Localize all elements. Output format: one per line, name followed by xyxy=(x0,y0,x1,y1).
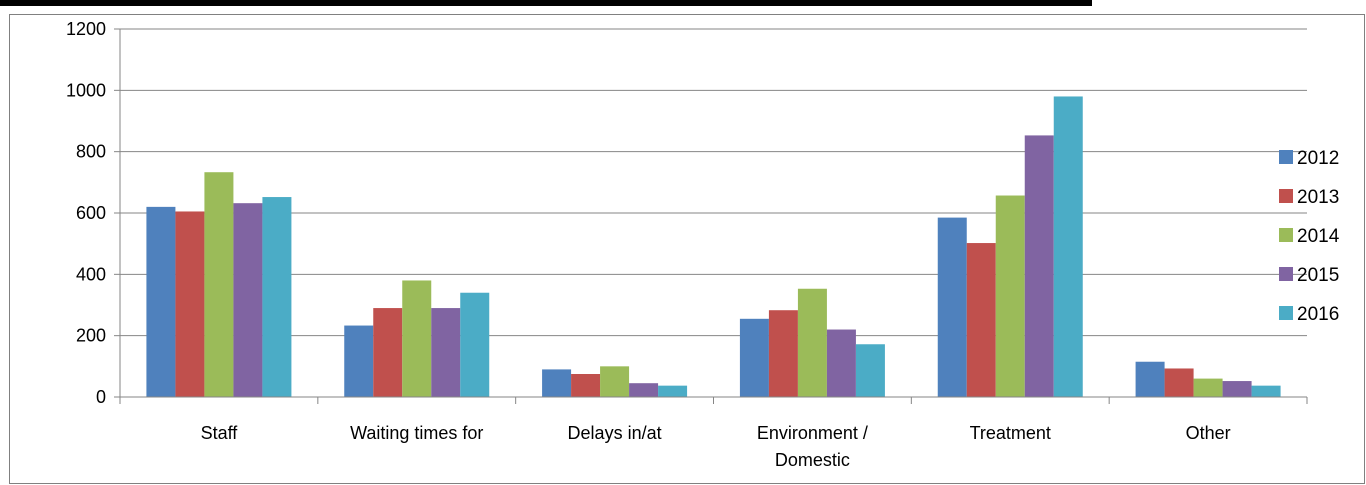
legend-swatch xyxy=(1279,150,1293,164)
bar-2012 xyxy=(937,217,967,397)
bar-2014 xyxy=(797,288,827,397)
bar-2013 xyxy=(175,211,205,397)
y-tick-label: 800 xyxy=(76,142,106,162)
bar-2013 xyxy=(373,308,403,397)
gridlines xyxy=(120,28,1307,337)
bar-2015 xyxy=(826,329,856,397)
bar-2014 xyxy=(995,195,1025,397)
bar-2012 xyxy=(146,206,176,397)
bar-2013 xyxy=(1164,368,1194,397)
x-tick-label: Waiting times for xyxy=(350,423,483,443)
x-tick-label: Other xyxy=(1186,423,1231,443)
bar-2013 xyxy=(571,374,601,397)
bar-2014 xyxy=(1193,378,1223,397)
legend-label: 2016 xyxy=(1297,304,1339,325)
y-tick-labels: 0 200 400 600 800 1000 1200 xyxy=(66,19,106,407)
x-tick-label: Delays in/at xyxy=(568,423,662,443)
top-rule xyxy=(0,0,1092,6)
x-tick-label: Domestic xyxy=(775,450,850,470)
x-tick-label: Environment / xyxy=(757,423,868,443)
chart-frame xyxy=(9,14,1365,484)
bar-2016 xyxy=(855,344,885,397)
bar-2015 xyxy=(233,203,263,397)
bar-2016 xyxy=(658,385,688,397)
legend-label: 2013 xyxy=(1297,187,1339,208)
bar-2016 xyxy=(1053,96,1083,397)
legend-swatch xyxy=(1279,228,1293,242)
bar-2015 xyxy=(629,383,659,397)
legend-swatch xyxy=(1279,267,1293,281)
bar-2016 xyxy=(262,197,292,397)
bar-2014 xyxy=(402,280,432,397)
x-tick-labels: Staff Waiting times for Delays in/at Enviro… xyxy=(201,423,1231,470)
bar-2013 xyxy=(768,310,798,397)
axes xyxy=(114,28,1308,404)
bar-2016 xyxy=(460,292,490,397)
bar-2012 xyxy=(739,318,769,397)
y-tick-label: 200 xyxy=(76,326,106,346)
legend-label: 2015 xyxy=(1297,265,1339,286)
legend-swatch xyxy=(1279,189,1293,203)
bar-2015 xyxy=(431,308,461,397)
bar-2014 xyxy=(204,172,234,397)
bar-2015 xyxy=(1222,381,1252,397)
bar-2016 xyxy=(1251,385,1281,397)
bar-2012 xyxy=(542,369,572,397)
y-tick-label: 400 xyxy=(76,264,106,284)
y-tick-label: 1200 xyxy=(66,19,106,39)
x-tick-label: Treatment xyxy=(970,423,1051,443)
legend-label: 2012 xyxy=(1297,148,1339,169)
bar-2013 xyxy=(966,243,996,397)
legend-swatch xyxy=(1279,306,1293,320)
x-tick-label: Staff xyxy=(201,423,239,443)
bar-2015 xyxy=(1024,135,1054,397)
legend-label: 2014 xyxy=(1297,226,1340,247)
y-tick-label: 600 xyxy=(76,203,106,223)
bar-2012 xyxy=(344,325,374,397)
legend: 2012 2013 2014 2015 2016 xyxy=(1279,148,1340,325)
y-tick-label: 1000 xyxy=(66,80,106,100)
bar-2012 xyxy=(1135,361,1165,397)
y-tick-label: 0 xyxy=(96,387,106,407)
bar-2014 xyxy=(600,366,630,397)
bars xyxy=(146,96,1281,397)
